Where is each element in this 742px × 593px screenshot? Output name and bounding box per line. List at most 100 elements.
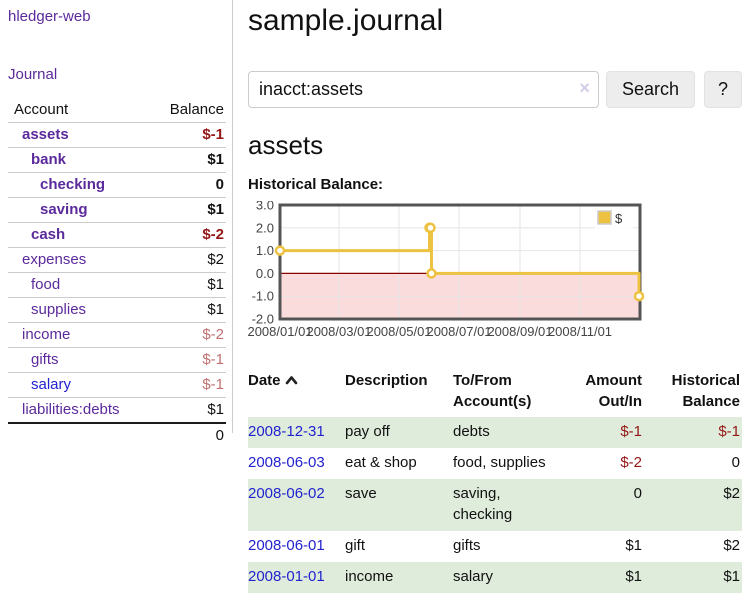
sidebar-item-journal[interactable]: Journal xyxy=(8,66,58,83)
search-input[interactable] xyxy=(248,70,599,108)
account-row: checking 0 xyxy=(8,172,226,198)
help-button[interactable]: ? xyxy=(703,70,742,108)
register-accounts-cell: gifts xyxy=(453,537,481,554)
search-input-wrap: × xyxy=(248,70,599,108)
account-row: food $1 xyxy=(8,272,226,298)
data-point-marker xyxy=(426,267,437,279)
legend-label: $ xyxy=(615,211,623,226)
register-accounts-cell: food, supplies xyxy=(453,453,546,471)
register-date-link[interactable]: 2008-06-03 xyxy=(248,453,325,471)
register-date-cell: 2008-12-31 xyxy=(248,417,345,448)
accounts-total-row: 0 xyxy=(8,422,226,448)
register-date-link[interactable]: 2008-01-01 xyxy=(248,567,325,585)
account-cell: supplies xyxy=(8,297,149,323)
sidebar-account-link[interactable]: assets xyxy=(22,126,69,143)
sidebar-account-link[interactable]: bank xyxy=(31,151,67,168)
account-row: saving $1 xyxy=(8,197,226,223)
register-row: 2008-06-02 save saving, checking 0 $2 xyxy=(248,478,742,532)
account-balance: $1 xyxy=(148,272,226,298)
sidebar-account-link[interactable]: income xyxy=(22,326,71,343)
account-row: liabilities:debts $1 xyxy=(8,397,226,423)
sidebar-account-link[interactable]: expenses xyxy=(22,251,87,268)
sidebar-account-link[interactable]: gifts xyxy=(31,351,59,368)
register-balance-cell: $1 xyxy=(723,567,740,585)
y-tick-label: 2.0 xyxy=(256,220,274,235)
amount-column-header: Amount Out/In xyxy=(585,371,642,411)
register-row: 2008-12-31 pay off debts $-1 $-1 xyxy=(248,417,742,448)
register-amount-cell: $1 xyxy=(625,537,642,554)
sidebar-divider xyxy=(232,0,233,433)
register-date-cell: 2008-06-02 xyxy=(248,479,345,532)
account-row: cash $-2 xyxy=(8,222,226,248)
register-balance-cell: $2 xyxy=(723,484,740,502)
account-row: bank $1 xyxy=(8,147,226,173)
register-date-link[interactable]: 2008-12-31 xyxy=(248,423,325,440)
register-balance-cell: $2 xyxy=(723,537,740,554)
account-heading: assets xyxy=(248,129,324,160)
register-accounts-cell: salary xyxy=(453,567,494,585)
register-description-cell: income xyxy=(345,567,394,585)
sidebar-account-link[interactable]: salary xyxy=(31,376,72,393)
clear-search-icon[interactable]: × xyxy=(579,77,590,98)
register-date-cell: 2008-06-01 xyxy=(248,531,345,562)
account-cell: checking xyxy=(8,172,149,198)
account-cell: saving xyxy=(8,197,149,223)
legend-swatch xyxy=(597,209,612,225)
account-balance: $-2 xyxy=(148,322,226,348)
x-tick-label: 2008/09/01 xyxy=(487,324,552,339)
account-cell: food xyxy=(8,272,149,298)
chart-container: $3.0 2.0 1.0 0.0 -1.0 -2.0 2008/01/01 2008/03/0… xyxy=(247,197,742,346)
y-tick-label: 1.0 xyxy=(256,243,274,258)
sidebar-account-link[interactable]: food xyxy=(31,276,61,293)
account-row: assets $-1 xyxy=(8,122,226,148)
sidebar: hledger-web Journal Account Balance asse… xyxy=(0,0,232,448)
date-column-header[interactable]: Date xyxy=(248,368,345,418)
sidebar-account-link[interactable]: checking xyxy=(40,176,106,193)
account-balance: $2 xyxy=(148,247,226,273)
account-balance: $1 xyxy=(148,147,226,173)
register-description-cell: gift xyxy=(345,537,366,554)
search-button[interactable]: Search xyxy=(605,70,695,108)
account-balance: $-2 xyxy=(148,222,226,248)
register-amount-cell: $-2 xyxy=(620,453,642,471)
sidebar-account-link[interactable]: saving xyxy=(40,201,88,218)
register-date-link[interactable]: 2008-06-02 xyxy=(248,484,325,502)
register-accounts-cell: debts xyxy=(453,423,490,440)
register-table-header: Date Description To/From Account(s) Amou… xyxy=(248,368,742,418)
account-cell: assets xyxy=(8,122,149,148)
accounts-table: Account Balance assets $-1 bank $1 checking 0… xyxy=(8,98,226,448)
x-tick-label: 2008/01/01 xyxy=(248,324,313,339)
account-cell: cash xyxy=(8,222,149,248)
account-row: salary $-1 xyxy=(8,372,226,398)
search-form: × Search ? xyxy=(248,70,742,108)
account-row: income $-2 xyxy=(8,322,226,348)
account-cell: income xyxy=(8,322,149,348)
register-row: 2008-01-01 income salary $1 $1 xyxy=(248,561,742,593)
register-date-link[interactable]: 2008-06-01 xyxy=(248,537,325,554)
x-tick-label: 2008/07/01 xyxy=(426,324,491,339)
x-tick-label: 2008/11/01 xyxy=(548,324,612,339)
register-description-cell: save xyxy=(345,484,377,502)
main-content: sample.journal × Search ? assets Histori… xyxy=(247,0,742,593)
account-cell: gifts xyxy=(8,347,149,373)
x-tick-label: 2008/05/01 xyxy=(366,324,431,339)
sidebar-account-link[interactable]: cash xyxy=(31,226,66,243)
register-table: Date Description To/From Account(s) Amou… xyxy=(248,368,742,593)
account-balance: $-1 xyxy=(148,122,226,148)
x-tick-label: 2008/03/01 xyxy=(306,324,371,339)
account-row: gifts $-1 xyxy=(8,347,226,373)
register-accounts-cell: saving, checking xyxy=(453,484,513,524)
date-header-label: Date xyxy=(248,371,281,389)
sidebar-account-link[interactable]: supplies xyxy=(31,301,87,318)
account-cell: bank xyxy=(8,147,149,173)
balance-column-header: Balance xyxy=(169,101,224,118)
account-balance: $1 xyxy=(148,197,226,223)
register-description-cell: eat & shop xyxy=(345,453,417,471)
y-tick-label: 0.0 xyxy=(256,265,274,280)
register-amount-cell: $-1 xyxy=(620,423,642,440)
y-tick-label: -2.0 xyxy=(252,311,274,326)
y-tick-label: 3.0 xyxy=(256,201,274,213)
y-tick-label: -1.0 xyxy=(252,288,274,303)
sidebar-account-link[interactable]: liabilities:debts xyxy=(22,401,120,418)
chart-label: Historical Balance: xyxy=(248,175,384,193)
